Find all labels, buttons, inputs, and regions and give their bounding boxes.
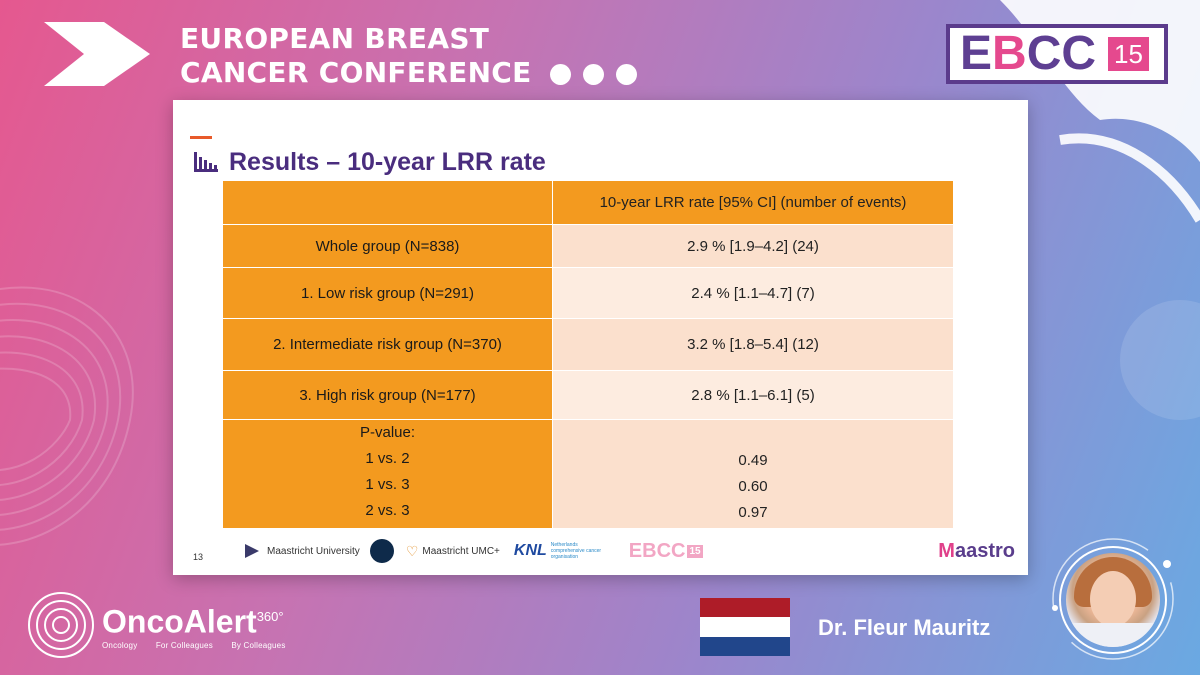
ellipsis-dots: [550, 64, 637, 85]
conference-title-line2: CANCER CONFERENCE: [180, 56, 532, 89]
ebcc-logo-number: 15: [1108, 37, 1149, 71]
row-value: 2.8 % [1.1–6.1] (5): [552, 370, 954, 420]
arrow-icon: [44, 22, 150, 86]
table-row: 2. Intermediate risk group (N=370) 3.2 %…: [222, 318, 954, 371]
speaker-avatar: [1066, 553, 1160, 647]
pvalue-comparison-value: 0.49: [738, 452, 768, 469]
knl-sublabel: Netherlands comprehensive cancer organis…: [550, 542, 602, 560]
row-value: 2.9 % [1.9–4.2] (24): [552, 224, 954, 268]
ebcc-small-label: EBCC: [628, 539, 686, 562]
maastro-m: M: [938, 539, 955, 562]
pvalue-labels: P-value: 1 vs. 2 1 vs. 3 2 vs. 3: [222, 419, 553, 529]
results-table: 10-year LRR rate [95% CI] (number of eve…: [222, 180, 954, 529]
pvalue-comparison-label: 2 vs. 3: [365, 502, 410, 519]
ebcc-small-number: 15: [687, 544, 703, 558]
pvalue-comparison-label: 1 vs. 3: [365, 476, 410, 493]
oncoalert-name: OncoAlert: [102, 603, 257, 640]
table-header-row: 10-year LRR rate [95% CI] (number of eve…: [222, 180, 954, 225]
sponsor-logos: Maastricht University ♡ Maastricht UMC+ …: [245, 536, 1015, 566]
maastricht-university-label: Maastricht University: [267, 545, 360, 557]
oncoalert-tag: By Colleagues: [231, 641, 286, 651]
bar-chart-icon: [194, 152, 218, 172]
knl-label: KNL: [513, 542, 547, 559]
table-row: 1. Low risk group (N=291) 2.4 % [1.1–4.7…: [222, 267, 954, 319]
ebcc-logo-e: E: [960, 27, 993, 80]
grow-seal-logo: [369, 539, 394, 563]
netherlands-flag-icon: [700, 598, 790, 656]
slide-accent-line: [190, 136, 212, 139]
slide-page-number: 13: [193, 552, 204, 562]
oncoalert-logo: OncoAlert360° Oncology For Colleagues By…: [28, 592, 302, 658]
row-label: 2. Intermediate risk group (N=370): [222, 318, 553, 371]
header-cell: 10-year LRR rate [95% CI] (number of eve…: [552, 180, 954, 225]
knl-logo: KNL Netherlands comprehensive cancer org…: [514, 542, 611, 560]
maastricht-umc-label: Maastricht UMC+: [422, 545, 500, 557]
conference-title-line1: EUROPEAN BREAST: [180, 22, 490, 55]
maastricht-university-icon: [245, 544, 259, 558]
pvalue-values: 0.49 0.60 0.97: [552, 419, 954, 529]
maastro-rest: aastro: [954, 539, 1015, 562]
pvalue-comparison-value: 0.60: [738, 478, 768, 495]
ebcc-logo: E B CC 15: [946, 24, 1168, 84]
row-value: 3.2 % [1.8–5.4] (12): [552, 318, 954, 371]
oncoalert-sup: 360°: [256, 608, 284, 624]
pvalue-comparison-label: 1 vs. 2: [365, 450, 410, 467]
ebcc-small-logo: EBCC 15: [629, 540, 703, 563]
table-row: 3. High risk group (N=177) 2.8 % [1.1–6.…: [222, 370, 954, 420]
ebcc-logo-b: B: [992, 27, 1027, 80]
maastricht-university-logo: Maastricht University: [245, 544, 360, 558]
header-empty-cell: [222, 180, 553, 225]
row-label: Whole group (N=838): [222, 224, 553, 268]
pvalue-title: P-value:: [359, 424, 416, 441]
ebcc-logo-cc: CC: [1026, 27, 1097, 80]
speaker-name: Dr. Fleur Mauritz: [818, 615, 991, 640]
oncoalert-tag: For Colleagues: [155, 641, 213, 651]
pvalue-comparison-value: 0.97: [738, 504, 768, 521]
avatar-orbit-decoration: [1052, 538, 1174, 660]
speaker-avatar-frame: [1059, 546, 1167, 654]
conference-title: EUROPEAN BREAST CANCER CONFERENCE: [180, 22, 532, 90]
oncoalert-tag: Oncology: [102, 641, 138, 651]
maastricht-umc-logo: ♡ Maastricht UMC+: [406, 543, 500, 560]
row-value: 2.4 % [1.1–4.7] (7): [552, 267, 954, 319]
slide-title: Results – 10-year LRR rate: [229, 148, 546, 176]
row-label: 1. Low risk group (N=291): [222, 267, 553, 319]
row-label: 3. High risk group (N=177): [222, 370, 553, 420]
presentation-slide: Results – 10-year LRR rate 10-year LRR r…: [173, 100, 1028, 575]
table-row: Whole group (N=838) 2.9 % [1.9–4.2] (24): [222, 224, 954, 268]
heart-icon: ♡: [405, 542, 419, 559]
pvalue-row: P-value: 1 vs. 2 1 vs. 3 2 vs. 3 0.49 0.…: [222, 419, 954, 529]
oncoalert-rings-icon: [28, 592, 94, 658]
